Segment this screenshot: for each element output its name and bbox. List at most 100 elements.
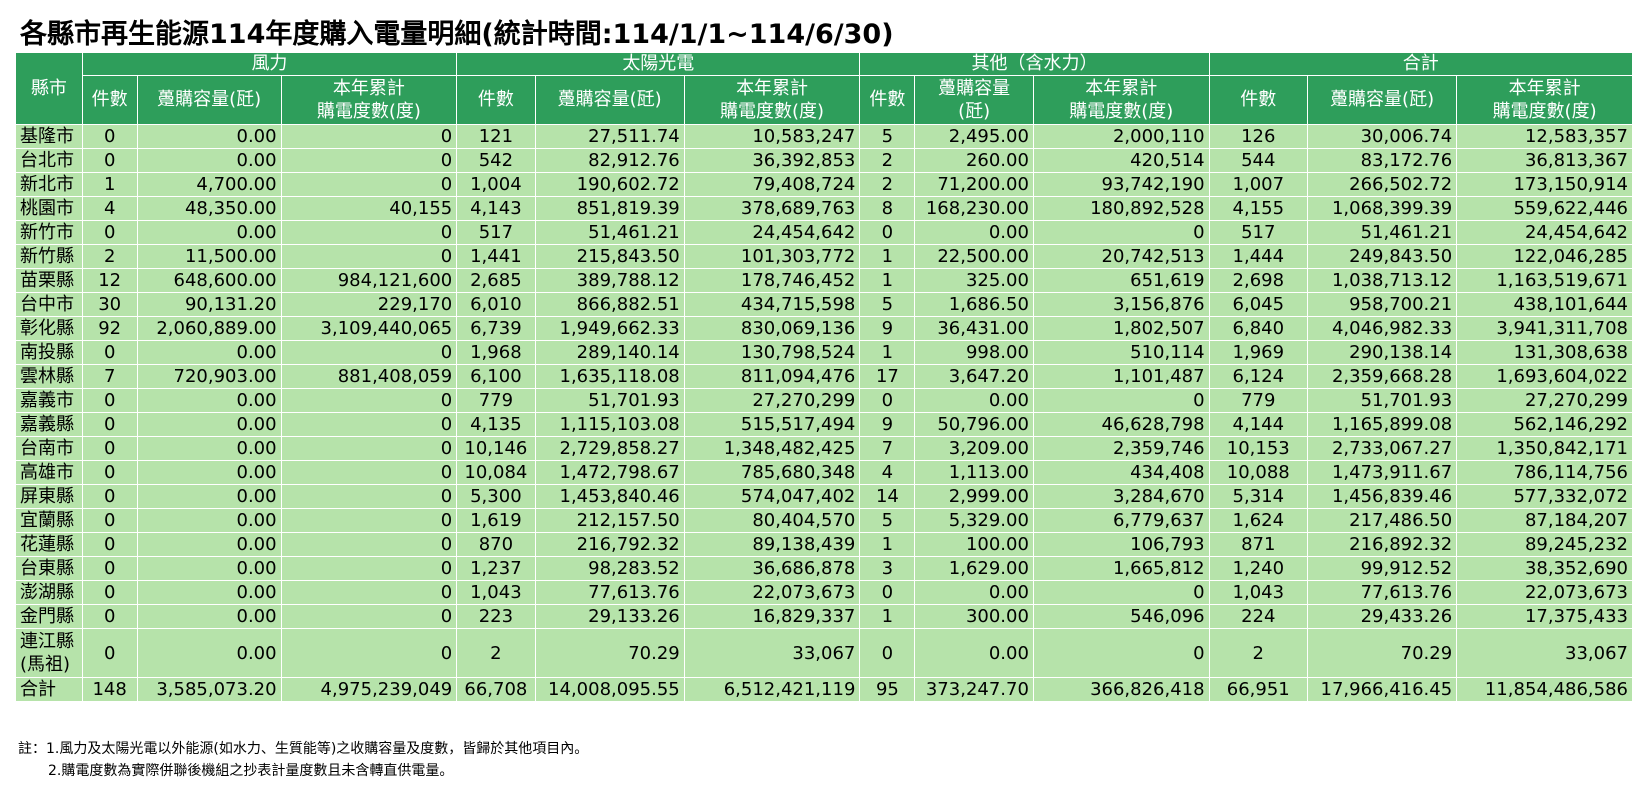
solar-count-cell: 542 [456, 148, 536, 173]
footnote-1: 註：1.風力及太陽光電以外能源(如水力、生質能等)之收購容量及度數，皆歸於其他項… [18, 741, 589, 757]
other-capacity-cell: 1,113.00 [914, 460, 1034, 485]
other-count-cell: 2 [859, 172, 916, 197]
other-energy-cell: 651,619 [1032, 268, 1210, 293]
county-cell: 新竹市 [15, 220, 83, 245]
table-row: 台東縣 0 0.00 0 1,237 98,283.52 36,686,878 3 1,629.… [15, 556, 1633, 581]
total-capacity-cell: 29,433.26 [1306, 604, 1458, 629]
other-energy-cell: 106,793 [1032, 532, 1210, 557]
other-capacity-cell: 1,629.00 [914, 556, 1034, 581]
solar-count-cell: 6,739 [456, 316, 536, 341]
solar-count-cell: 6,010 [456, 292, 536, 317]
table-row: 嘉義市 0 0.00 0 779 51,701.93 27,270,299 0 0.00 0 779… [15, 388, 1633, 413]
solar-count-cell: 66,708 [456, 677, 536, 702]
solar-count-cell: 4,135 [456, 412, 536, 437]
wind-count-cell: 0 [81, 340, 138, 365]
total-count-cell: 871 [1208, 532, 1308, 557]
total-count-cell: 10,153 [1208, 436, 1308, 461]
other-capacity-cell: 36,431.00 [914, 316, 1034, 341]
wind-count-cell: 0 [81, 508, 138, 533]
header-capacity: 躉購容量(瓩) [136, 75, 282, 125]
other-capacity-cell: 325.00 [914, 268, 1034, 293]
footnotes: 註：1.風力及太陽光電以外能源(如水力、生質能等)之收購容量及度數，皆歸於其他項… [18, 738, 588, 782]
wind-capacity-cell: 90,131.20 [136, 292, 282, 317]
county-cell: 台東縣 [15, 556, 83, 581]
solar-count-cell: 2,685 [456, 268, 536, 293]
solar-capacity-cell: 2,729,858.27 [534, 436, 685, 461]
table-row: 金門縣 0 0.00 0 223 29,133.26 16,829,337 1 300.00 54… [15, 604, 1633, 629]
county-cell: 澎湖縣 [15, 580, 83, 605]
county-cell: 金門縣 [15, 604, 83, 629]
total-capacity-cell: 83,172.76 [1306, 148, 1458, 173]
total-energy-cell: 559,622,446 [1456, 196, 1633, 221]
table-row: 台南市 0 0.00 0 10,146 2,729,858.27 1,348,482,425… [15, 436, 1633, 461]
wind-count-cell: 92 [81, 316, 138, 341]
wind-energy-cell: 0 [280, 148, 458, 173]
wind-capacity-cell: 0.00 [136, 220, 282, 245]
solar-count-cell: 10,084 [456, 460, 536, 485]
other-energy-cell: 0 [1032, 580, 1210, 605]
solar-count-cell: 223 [456, 604, 536, 629]
header-capacity: 躉購容量(瓩) [1306, 75, 1458, 125]
other-count-cell: 2 [859, 148, 916, 173]
wind-count-cell: 0 [81, 556, 138, 581]
total-capacity-cell: 1,038,713.12 [1306, 268, 1458, 293]
table-row: 澎湖縣 0 0.00 0 1,043 77,613.76 22,073,673 0 0.00 0 1… [15, 580, 1633, 605]
total-energy-cell: 24,454,642 [1456, 220, 1633, 245]
solar-capacity-cell: 1,949,662.33 [534, 316, 685, 341]
solar-energy-cell: 89,138,439 [683, 532, 861, 557]
total-count-cell: 1,444 [1208, 244, 1308, 269]
header-count: 件數 [81, 75, 138, 125]
solar-capacity-cell: 1,115,103.08 [534, 412, 685, 437]
other-energy-cell: 1,802,507 [1032, 316, 1210, 341]
other-count-cell: 5 [859, 292, 916, 317]
solar-energy-cell: 6,512,421,119 [683, 677, 861, 702]
solar-capacity-cell: 216,792.32 [534, 532, 685, 557]
wind-energy-cell: 0 [280, 628, 458, 678]
wind-capacity-cell: 0.00 [136, 388, 282, 413]
table-row: 南投縣 0 0.00 0 1,968 289,140.14 130,798,524 1 998.… [15, 340, 1633, 365]
solar-count-cell: 121 [456, 124, 536, 149]
other-energy-cell: 93,742,190 [1032, 172, 1210, 197]
total-energy-cell: 11,854,486,586 [1456, 677, 1633, 702]
table-row: 花蓮縣 0 0.00 0 870 216,792.32 89,138,439 1 100.00 1… [15, 532, 1633, 557]
solar-count-cell: 1,441 [456, 244, 536, 269]
wind-count-cell: 0 [81, 628, 138, 678]
wind-count-cell: 0 [81, 220, 138, 245]
wind-capacity-cell: 0.00 [136, 436, 282, 461]
wind-count-cell: 4 [81, 196, 138, 221]
total-capacity-cell: 290,138.14 [1306, 340, 1458, 365]
other-capacity-cell: 260.00 [914, 148, 1034, 173]
table-row: 苗栗縣 12 648,600.00 984,121,600 2,685 389,788.1… [15, 268, 1633, 293]
total-energy-cell: 38,352,690 [1456, 556, 1633, 581]
other-count-cell: 8 [859, 196, 916, 221]
wind-count-cell: 7 [81, 364, 138, 389]
wind-capacity-cell: 0.00 [136, 124, 282, 149]
total-energy-cell: 27,270,299 [1456, 388, 1633, 413]
other-capacity-cell: 5,329.00 [914, 508, 1034, 533]
other-capacity-cell: 1,686.50 [914, 292, 1034, 317]
wind-count-cell: 0 [81, 484, 138, 509]
solar-capacity-cell: 51,461.21 [534, 220, 685, 245]
wind-capacity-cell: 0.00 [136, 556, 282, 581]
wind-energy-cell: 0 [280, 244, 458, 269]
solar-energy-cell: 33,067 [683, 628, 861, 678]
total-capacity-cell: 217,486.50 [1306, 508, 1458, 533]
wind-energy-cell: 0 [280, 484, 458, 509]
wind-energy-cell: 229,170 [280, 292, 458, 317]
wind-count-cell: 0 [81, 460, 138, 485]
solar-count-cell: 870 [456, 532, 536, 557]
total-capacity-cell: 4,046,982.33 [1306, 316, 1458, 341]
total-count-cell: 2 [1208, 628, 1308, 678]
solar-capacity-cell: 1,635,118.08 [534, 364, 685, 389]
solar-energy-cell: 16,829,337 [683, 604, 861, 629]
total-count-cell: 4,144 [1208, 412, 1308, 437]
solar-energy-cell: 79,408,724 [683, 172, 861, 197]
total-capacity-cell: 51,461.21 [1306, 220, 1458, 245]
other-count-cell: 9 [859, 412, 916, 437]
table-row: 基隆市 0 0.00 0 121 27,511.74 10,583,247 5 2,495.00… [15, 124, 1633, 149]
solar-capacity-cell: 1,453,840.46 [534, 484, 685, 509]
table-body: 基隆市 0 0.00 0 121 27,511.74 10,583,247 5 2,495.00… [15, 124, 1633, 702]
total-energy-cell: 1,693,604,022 [1456, 364, 1633, 389]
other-energy-cell: 0 [1032, 388, 1210, 413]
